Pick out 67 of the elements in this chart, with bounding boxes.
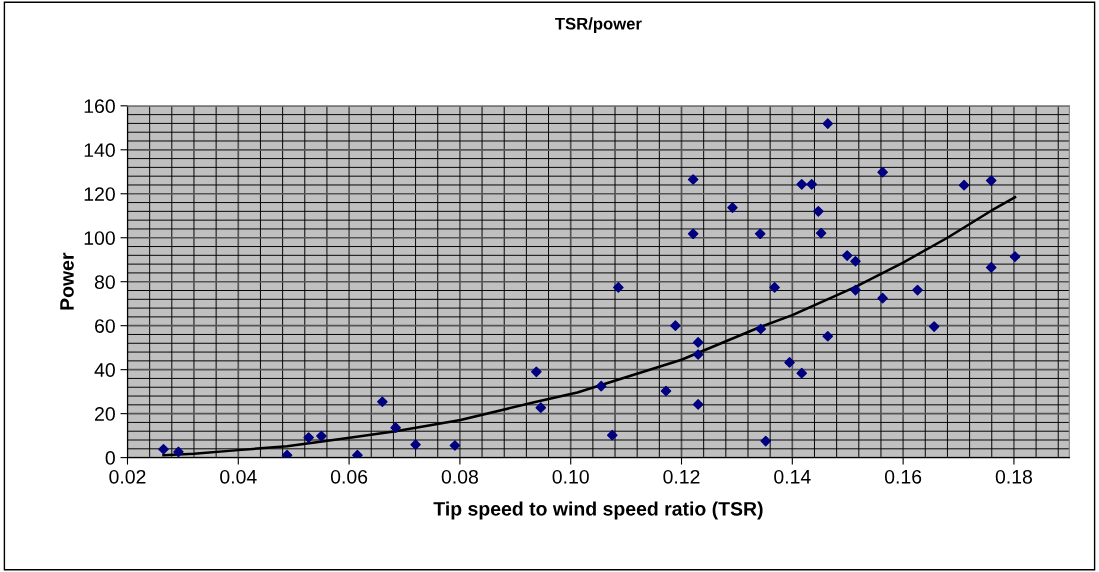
point <box>755 323 767 335</box>
point <box>985 262 997 273</box>
y-tick-label: 120 <box>84 187 115 201</box>
point <box>687 228 699 240</box>
point <box>813 206 824 217</box>
point <box>815 227 827 239</box>
x-tick-label: 0.12 <box>663 469 700 484</box>
point <box>410 439 421 450</box>
chart-title: TSR/power <box>555 17 642 33</box>
point <box>352 449 363 458</box>
point <box>303 432 314 443</box>
point <box>806 179 818 190</box>
point <box>660 385 672 397</box>
y-tick-label: 0 <box>105 451 115 465</box>
y-tick-label: 140 <box>84 143 115 158</box>
x-tick-label: 0.18 <box>995 469 1032 484</box>
point <box>377 396 388 408</box>
point <box>692 349 704 360</box>
point <box>822 118 834 129</box>
y-tick-label: 40 <box>94 363 115 377</box>
x-tick-label: 0.14 <box>774 469 811 484</box>
point <box>850 284 861 296</box>
point <box>687 174 699 185</box>
point <box>316 430 327 442</box>
x-axis-title: Tip speed to wind speed ratio (TSR) <box>433 501 763 520</box>
point <box>912 284 923 296</box>
x-tick-label: 0.02 <box>109 469 146 484</box>
point <box>769 282 780 293</box>
point <box>1009 251 1021 262</box>
point <box>390 422 401 434</box>
point <box>173 446 184 458</box>
point <box>754 228 766 240</box>
x-tick-label: 0.04 <box>220 469 257 484</box>
point <box>281 449 293 458</box>
point <box>613 282 624 293</box>
point <box>822 330 834 342</box>
point <box>595 380 607 392</box>
x-tick-label: 0.06 <box>330 469 368 484</box>
point <box>449 440 461 451</box>
point <box>692 337 704 348</box>
x-tick-label: 0.08 <box>441 469 478 484</box>
point <box>796 179 808 190</box>
point <box>760 435 772 447</box>
point <box>850 255 861 267</box>
point <box>877 292 888 304</box>
y-tick-label: 160 <box>84 99 115 114</box>
point <box>727 202 738 213</box>
point <box>985 175 997 186</box>
y-axis-title: Power <box>60 252 74 310</box>
point <box>606 429 618 441</box>
y-tick-label: 60 <box>95 319 115 333</box>
point <box>928 321 940 332</box>
x-tick-label: 0.16 <box>884 469 922 484</box>
point <box>158 443 169 455</box>
point <box>841 250 853 261</box>
point <box>670 320 681 331</box>
point <box>531 366 542 378</box>
y-tick-label: 100 <box>84 231 115 245</box>
point <box>535 402 547 413</box>
y-tick-label: 80 <box>94 275 115 289</box>
point <box>877 166 888 178</box>
x-tick-label: 0.10 <box>552 469 589 484</box>
point <box>796 367 808 379</box>
point <box>692 399 704 410</box>
point <box>784 357 795 368</box>
y-tick-label: 20 <box>95 407 115 421</box>
point <box>958 179 970 191</box>
